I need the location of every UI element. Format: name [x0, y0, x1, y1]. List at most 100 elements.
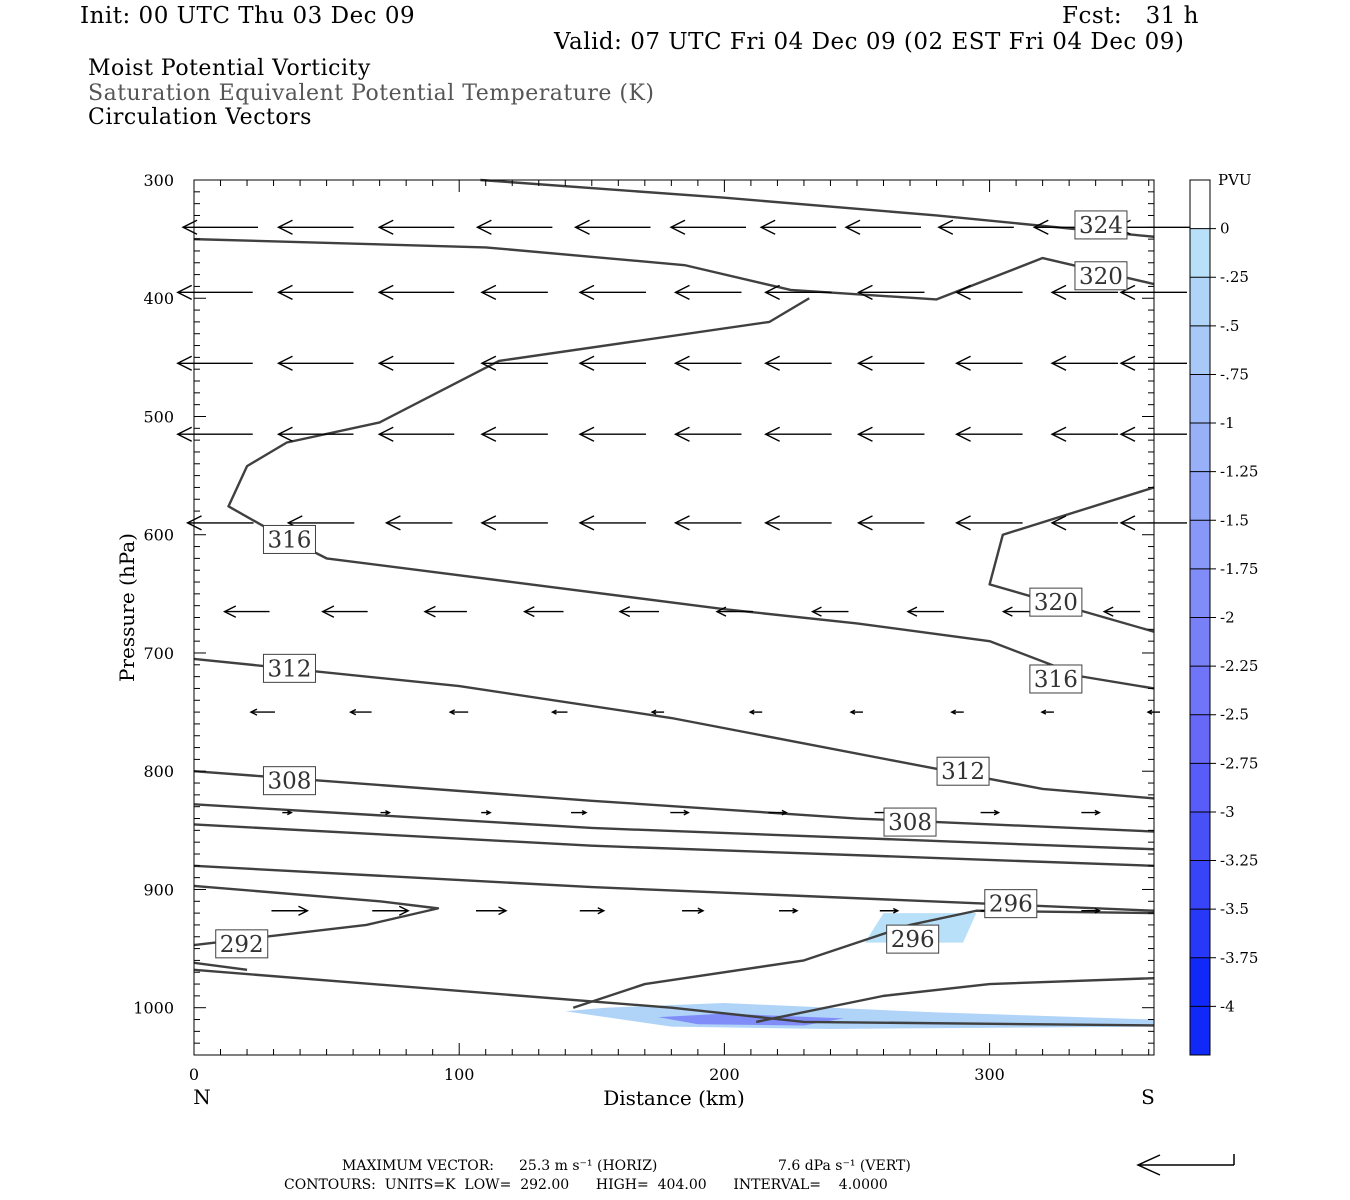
vector-arrow-7-0 — [282, 809, 293, 816]
axes-layer: 300 400 500 600 700 800 900 1000 0 100 200 300 N S Dis… — [115, 171, 1155, 1110]
vector-arrow-2-7 — [856, 355, 925, 371]
x-tick-label-100: 100 — [444, 1065, 475, 1084]
vector-arrow-5-7 — [906, 606, 944, 617]
vector-arrow-4-6 — [764, 515, 832, 531]
contour-label-box-0-0 — [1074, 210, 1128, 240]
vector-arrow-3-8 — [955, 426, 1023, 442]
vector-arrow-5-2 — [423, 605, 467, 618]
vector-arrow-1-6 — [764, 284, 832, 300]
colorbar-level-4: -1 — [1220, 414, 1235, 432]
colorbar-unit: PVU — [1218, 171, 1252, 189]
contour-line-10 — [193, 961, 248, 972]
colorbar-seg-15 — [1190, 957, 1210, 1007]
y-axis-title: Pressure (hPa) — [115, 533, 139, 682]
vector-arrow-6-5 — [748, 709, 763, 715]
colorbar-seg-8 — [1190, 617, 1210, 667]
vector-arrow-5-5 — [715, 606, 753, 617]
colorbar-seg-2 — [1190, 325, 1210, 375]
vector-arrow-6-6 — [849, 709, 863, 715]
vector-arrow-1-4 — [578, 284, 647, 300]
field-label-theta-es: Saturation Equivalent Potential Temperat… — [88, 81, 655, 106]
contour-label-box-1-0 — [1074, 261, 1128, 291]
contour-label-1-0: 320 — [1079, 264, 1123, 290]
init-time: Init: 00 UTC Thu 03 Dec 09 — [80, 3, 416, 29]
contour-label-box-10-0 — [215, 929, 269, 959]
colorbar-level-12: -3 — [1220, 803, 1235, 821]
colorbar-level-2: -.5 — [1220, 317, 1239, 335]
colorbar-level-6: -1.5 — [1220, 511, 1249, 529]
colorbar-level-16: -4 — [1220, 997, 1235, 1015]
vector-arrow-7-3 — [571, 809, 588, 816]
contour-label-4-1: 312 — [941, 759, 985, 785]
vector-arrow-0-3 — [475, 219, 553, 235]
vector-arrow-1-9 — [1050, 284, 1119, 300]
contour-line-6 — [193, 803, 1155, 851]
colorbar-level-1: -.25 — [1220, 268, 1249, 286]
vector-arrow-2-2 — [377, 355, 455, 371]
vector-arrow-0-5 — [669, 219, 746, 235]
vector-arrow-5-9 — [1102, 606, 1141, 617]
vector-arrow-1-5 — [673, 284, 742, 300]
y-tick-label-400: 400 — [143, 289, 174, 308]
contour-label-box-4-1 — [936, 756, 990, 786]
colorbar-seg-0 — [1190, 228, 1210, 278]
contour-line-9 — [193, 884, 440, 947]
vector-arrow-2-5 — [673, 355, 742, 371]
colorbar-seg-12 — [1190, 811, 1210, 861]
colorbar-level-8: -2 — [1220, 609, 1235, 627]
vector-arrow-3-3 — [480, 426, 548, 442]
colorbar-seg-13 — [1190, 860, 1210, 910]
y-tick-label-1000: 1000 — [133, 999, 174, 1018]
x-tick-label-300: 300 — [974, 1065, 1005, 1084]
contour-label-layer: 324 320 316 316 320 312 312 308 308 296 292 296 — [215, 210, 1128, 959]
vector-arrow-0-1 — [276, 219, 354, 235]
vector-arrow-4-9 — [1050, 515, 1119, 531]
vector-arrow-4-7 — [856, 515, 925, 531]
vector-arrow-7-1 — [380, 809, 392, 816]
vector-arrow-4-2 — [384, 515, 453, 531]
theta-es-contour-layer — [193, 178, 1155, 1027]
colorbar-border — [1189, 179, 1211, 1056]
vector-arrow-2-9 — [1050, 355, 1119, 371]
plot-border — [193, 179, 1155, 1056]
reference-vector — [1136, 1154, 1235, 1176]
vector-arrow-3-5 — [673, 426, 742, 442]
vector-arrow-3-1 — [276, 426, 354, 442]
vector-arrow-7-5 — [768, 809, 788, 816]
x-tick-label-0: 0 — [189, 1065, 199, 1084]
contour-line-12 — [572, 909, 1155, 1009]
y-tick-label-600: 600 — [143, 526, 174, 545]
vector-arrow-0-8 — [937, 219, 1014, 235]
colorbar-level-9: -2.25 — [1220, 657, 1258, 675]
vector-arrow-6-0 — [249, 708, 275, 716]
contour-label-box-3-0 — [1029, 587, 1083, 617]
vector-arrow-7-7 — [980, 809, 1001, 816]
vector-arrow-2-8 — [955, 355, 1023, 371]
vector-arrow-8-4 — [682, 907, 705, 914]
vector-arrow-5-6 — [810, 606, 849, 617]
vector-arrow-0-6 — [759, 219, 837, 235]
vector-arrow-6-1 — [349, 708, 372, 716]
colorbar-level-0: 0 — [1220, 220, 1230, 238]
vector-arrow-5-0 — [222, 605, 270, 618]
colorbar-level-7: -1.75 — [1220, 560, 1258, 578]
colorbar-level-3: -.75 — [1220, 365, 1249, 383]
colorbar-seg-6 — [1190, 520, 1210, 569]
colorbar-level-14: -3.5 — [1220, 900, 1249, 918]
contour-label-0-0: 324 — [1079, 213, 1123, 239]
pv-shading-layer — [565, 913, 1154, 1029]
colorbar-seg-9 — [1190, 666, 1210, 715]
vector-arrow-4-3 — [480, 515, 548, 531]
vector-arrow-2-3 — [480, 355, 548, 371]
contour-label-box-4-0 — [262, 653, 316, 683]
colorbar-seg-10 — [1190, 714, 1210, 764]
colorbar-seg-1 — [1190, 277, 1210, 326]
y-tick-label-300: 300 — [143, 171, 174, 190]
vector-arrow-2-4 — [578, 355, 647, 371]
field-label-mpv: Moist Potential Vorticity — [88, 56, 371, 81]
colorbar-seg-11 — [1190, 763, 1210, 812]
vector-arrow-2-6 — [764, 355, 832, 371]
contour-label-10-0: 292 — [220, 932, 264, 958]
x-axis-title: Distance (km) — [603, 1086, 745, 1110]
